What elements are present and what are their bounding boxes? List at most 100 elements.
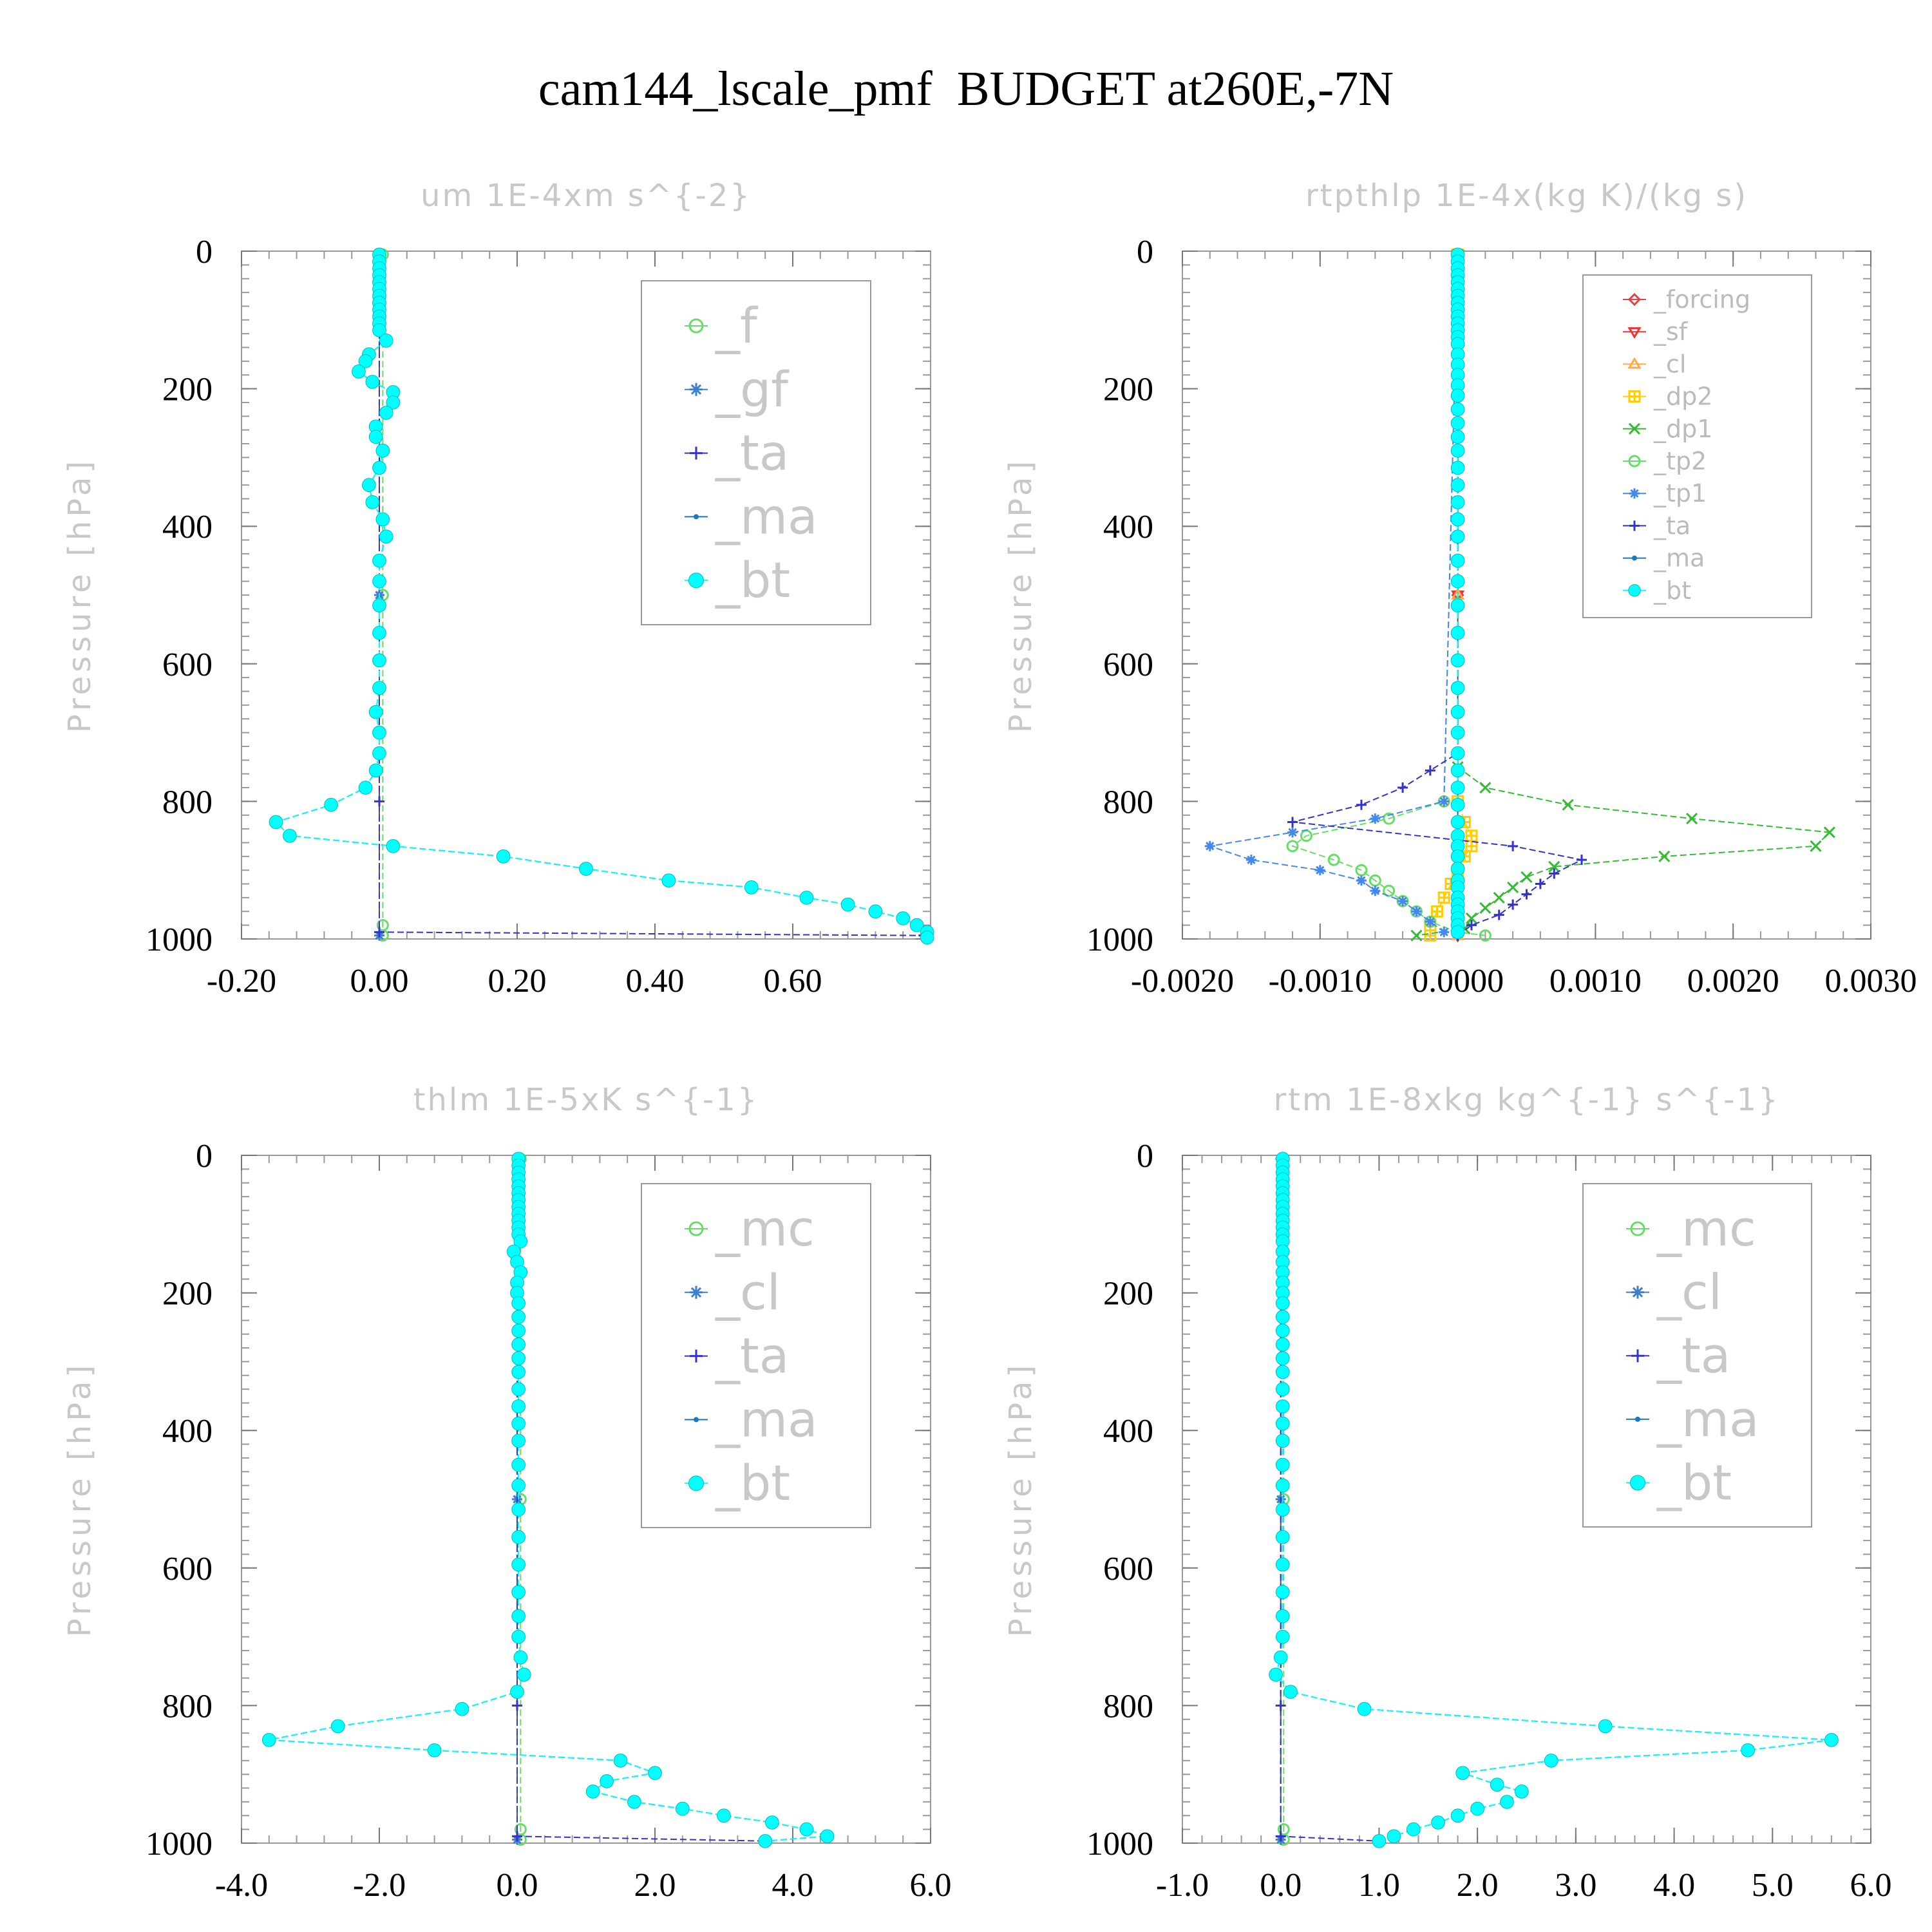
data-point — [1515, 1785, 1529, 1799]
series-bt — [269, 247, 934, 945]
data-point — [1450, 925, 1465, 940]
data-point — [455, 1701, 469, 1716]
data-point — [379, 333, 393, 348]
data-point — [1283, 1685, 1298, 1699]
data-point — [1450, 815, 1465, 829]
data-point — [511, 1557, 526, 1572]
legend-entry: _cl — [715, 1264, 781, 1321]
legend-entry: _bt — [715, 1454, 790, 1511]
y-tick-label: 0 — [1137, 234, 1153, 270]
data-point — [511, 1530, 526, 1544]
series-line — [516, 1159, 766, 1842]
data-point — [1275, 1399, 1290, 1414]
legend-marker — [1632, 555, 1637, 561]
data-point — [352, 365, 366, 379]
legend-marker — [1630, 1475, 1645, 1491]
series-tp1 — [1204, 249, 1463, 938]
data-point — [1450, 478, 1465, 492]
data-point — [511, 1416, 526, 1431]
data-point — [511, 1457, 526, 1472]
y-tick-label: 400 — [1103, 509, 1153, 545]
data-point — [324, 797, 338, 812]
data-point — [261, 1732, 276, 1747]
legend-marker — [1628, 455, 1641, 468]
data-point — [1598, 1719, 1613, 1734]
data-point — [1431, 905, 1444, 918]
legend-entry: _ma — [1653, 544, 1705, 573]
y-tick-label: 600 — [162, 647, 213, 683]
data-point — [1823, 826, 1835, 838]
data-point — [1521, 889, 1532, 900]
data-point — [1275, 1478, 1290, 1493]
data-point — [1450, 1808, 1465, 1823]
data-point — [375, 443, 390, 458]
data-point — [1479, 929, 1492, 942]
data-point — [627, 1795, 641, 1809]
legend-entry: _mc — [715, 1200, 815, 1257]
legend-marker — [1631, 1349, 1644, 1363]
data-point — [372, 681, 386, 696]
legend-box — [641, 1183, 871, 1528]
data-point — [717, 1808, 731, 1823]
data-point — [1275, 1629, 1290, 1644]
y-tick-label: 600 — [1103, 647, 1153, 683]
data-point — [372, 625, 386, 640]
panel-title: um 1E-4xm s^{-2} — [421, 178, 752, 214]
y-tick-label: 200 — [162, 1276, 213, 1312]
data-point — [1424, 929, 1437, 942]
data-point — [511, 1399, 526, 1414]
data-point — [1275, 1700, 1286, 1711]
data-point — [1275, 1416, 1290, 1431]
chart-panel-4: -1.0 0.0 1.0 2.0 3.0 4.0 5.0 6.0 0 200 400 600 800 10… — [1003, 1082, 1892, 1904]
data-point — [362, 478, 376, 492]
data-point — [1269, 1667, 1283, 1682]
data-point — [1577, 855, 1587, 866]
data-point — [1741, 1743, 1755, 1757]
data-point — [1383, 812, 1396, 825]
y-tick-label: 1000 — [146, 922, 213, 958]
data-point — [1370, 813, 1381, 824]
data-point — [368, 705, 383, 719]
data-point — [511, 1502, 526, 1517]
x-tick-label: -1.0 — [1156, 1867, 1209, 1904]
data-point — [1425, 765, 1435, 776]
legend-marker — [690, 1349, 703, 1363]
data-point — [1450, 402, 1465, 417]
data-point — [1356, 875, 1367, 886]
data-point — [1450, 553, 1465, 568]
panel-title: rtm 1E-8xkg kg^{-1} s^{-1} — [1273, 1082, 1779, 1118]
data-point — [1450, 512, 1465, 527]
data-point — [1275, 1323, 1290, 1338]
data-point — [1465, 840, 1478, 853]
y-tick-label: 1000 — [1086, 1826, 1153, 1862]
legend: _f _gf _ta _ma _bt — [641, 280, 871, 625]
x-tick-label: -2.0 — [353, 1867, 406, 1904]
chart-panel-3: -4.0 -2.0 0.0 2.0 4.0 6.0 0 200 400 600 800 1000 thl… — [62, 1082, 952, 1904]
x-tick-label: 1.0 — [1358, 1867, 1400, 1904]
legend-entry: _gf — [715, 361, 790, 418]
data-point — [1425, 916, 1435, 927]
data-point — [1450, 416, 1465, 430]
data-point — [511, 1365, 526, 1379]
x-tick-label: -4.0 — [215, 1867, 268, 1904]
legend-marker — [1627, 357, 1642, 369]
data-point — [1450, 529, 1465, 544]
data-point — [1685, 813, 1698, 825]
data-point — [1465, 912, 1478, 925]
y-tick-label: 200 — [162, 372, 213, 408]
series-ta — [1275, 1153, 1385, 1846]
y-axis-label: Pressure [hPa] — [1003, 457, 1039, 733]
x-tick-label: 0.0020 — [1687, 963, 1779, 999]
data-point — [1544, 1753, 1558, 1768]
legend-entry: _dp1 — [1653, 415, 1712, 443]
data-point — [1470, 1801, 1484, 1816]
data-point — [511, 1310, 526, 1324]
legend-marker — [1628, 584, 1641, 597]
data-point — [372, 553, 386, 568]
panel-title: thlm 1E-5xK s^{-1} — [413, 1082, 759, 1118]
data-point — [1387, 1829, 1401, 1844]
data-point — [513, 1234, 528, 1249]
data-point — [1450, 443, 1465, 458]
legend-box — [1582, 274, 1812, 618]
y-tick-label: 0 — [196, 234, 213, 270]
